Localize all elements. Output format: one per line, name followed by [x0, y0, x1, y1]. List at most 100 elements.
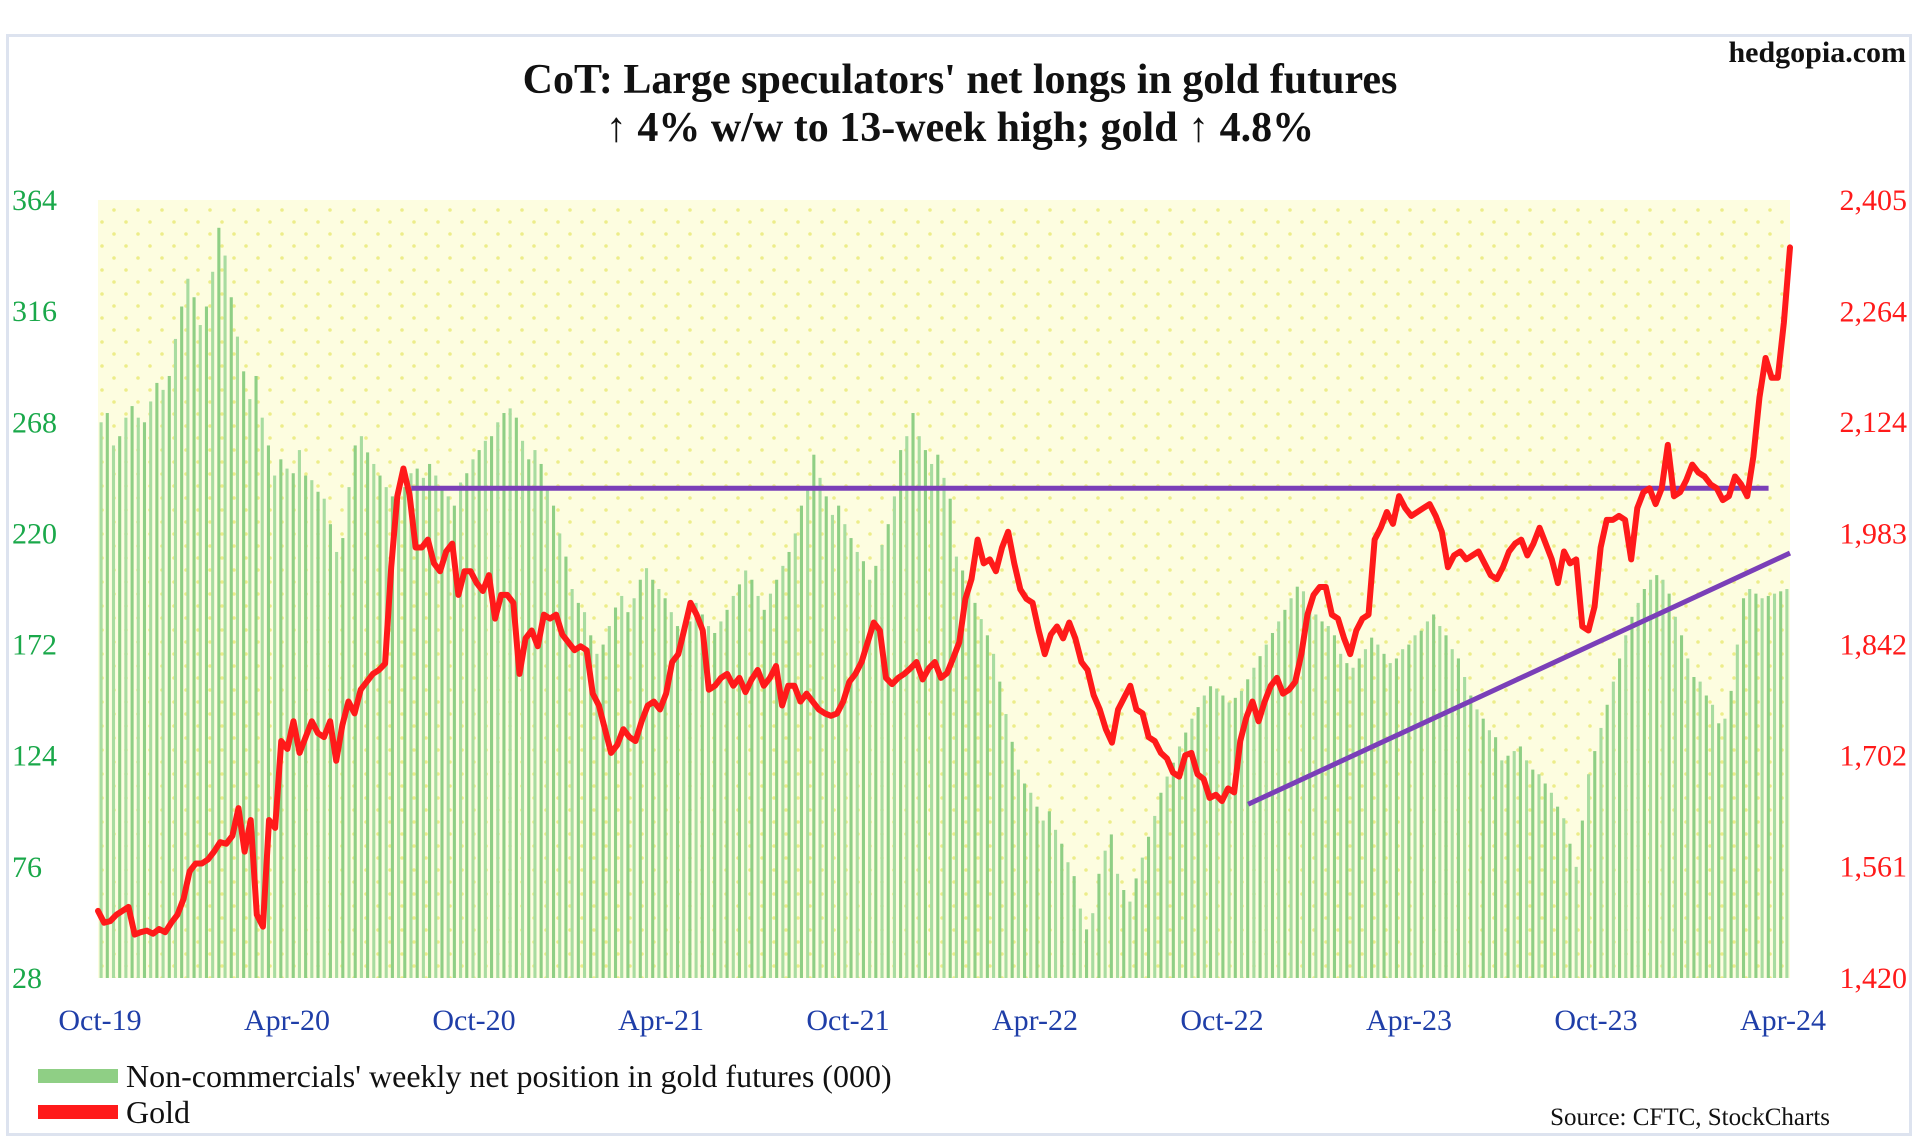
bar-mark [626, 612, 630, 978]
bar-mark [496, 422, 500, 978]
bar-mark [1029, 792, 1033, 978]
bar-mark [1252, 667, 1256, 978]
bar-mark [1593, 751, 1597, 978]
bar-mark [1512, 751, 1516, 978]
bar-mark [1159, 792, 1163, 978]
bar-mark [1190, 718, 1194, 978]
bar-mark [539, 463, 543, 979]
x-axis: Oct-19 Apr-20 Oct-20 Apr-21 Oct-21 Apr-22 Oct-… [58, 1004, 1826, 1037]
bar-mark [1649, 579, 1653, 978]
bar-mark [180, 306, 184, 978]
bar-mark [905, 436, 909, 978]
bar-mark [1667, 593, 1671, 978]
bar-mark [1543, 783, 1547, 978]
bar-mark [861, 561, 865, 978]
bar-mark [248, 399, 252, 978]
bar-mark [1314, 614, 1318, 978]
bar-mark [1661, 579, 1665, 978]
bar-mark [775, 579, 779, 978]
bar-mark [1264, 644, 1268, 978]
right-axis: 1,420 1,561 1,702 1,842 1,983 2,124 2,264 2,405 [1840, 184, 1908, 995]
bar-mark [1184, 732, 1188, 978]
bar-mark [372, 463, 376, 979]
x-tick-label: Oct-23 [1554, 1004, 1637, 1037]
bar-mark [192, 297, 196, 978]
bar-mark [514, 417, 518, 978]
bar-mark [161, 389, 165, 978]
bar-mark [576, 602, 580, 978]
bar-mark [1171, 762, 1175, 978]
bar-mark [1177, 746, 1182, 978]
bar-mark [942, 477, 946, 978]
bar-mark [1605, 704, 1609, 978]
bar-mark [118, 436, 122, 978]
bar-mark [229, 297, 233, 978]
bar-mark [130, 406, 134, 979]
bar-mark [1624, 635, 1628, 978]
bar-mark [1258, 656, 1262, 978]
bar-mark [1357, 658, 1361, 978]
bar-mark [186, 278, 190, 979]
bar-mark [111, 445, 116, 978]
bar-mark [378, 475, 382, 978]
bar-mark [688, 621, 692, 978]
right-tick-label: 1,420 [1840, 962, 1908, 995]
gold-line [95, 244, 1793, 938]
right-tick-label: 2,124 [1840, 406, 1908, 439]
bar-mark [1698, 681, 1702, 978]
bar-mark [1500, 760, 1504, 978]
bar-mark [1165, 776, 1169, 978]
bar-mark [1754, 593, 1758, 978]
bar-mark [459, 482, 463, 978]
bar-mark [1506, 755, 1510, 978]
left-axis: 28 76 124 172 220 268 316 364 [12, 184, 57, 995]
bar-mark [1054, 829, 1058, 978]
bar-mark [824, 496, 828, 978]
bar-mark [768, 593, 773, 978]
bar-mark [973, 602, 977, 978]
bar-mark [1153, 815, 1157, 978]
chart-title: CoT: Large speculators' net longs in gol… [0, 56, 1920, 152]
right-tick-label: 1,702 [1840, 739, 1908, 772]
bar-mark [961, 570, 965, 978]
bar-mark [266, 445, 270, 978]
bar-mark [936, 454, 940, 978]
bar-mark [806, 487, 810, 978]
bar-mark [1023, 783, 1027, 978]
right-tick-label: 1,561 [1840, 851, 1908, 884]
bar-mark [713, 632, 717, 978]
bar-mark [1432, 614, 1436, 978]
bar-mark [855, 551, 859, 978]
bar-mark [341, 538, 345, 978]
bar-mark [1717, 723, 1721, 978]
bar-mark [1723, 718, 1727, 978]
bar-mark [1382, 653, 1386, 978]
bar-mark [570, 589, 574, 978]
right-tick-label: 2,264 [1840, 295, 1908, 328]
bar-mark [843, 524, 847, 978]
bar-mark [366, 452, 370, 978]
bar-mark [1246, 679, 1250, 978]
bar-mark [1010, 741, 1014, 978]
bar-mark [397, 501, 401, 978]
bar-mark [1078, 908, 1082, 978]
bar-mark [954, 556, 958, 978]
left-tick-label: 76 [12, 851, 42, 884]
bar-mark [1438, 626, 1442, 978]
bar-mark [1413, 635, 1417, 978]
bar-mark [582, 612, 587, 978]
left-tick-label: 220 [12, 517, 57, 550]
x-tick-label: Apr-21 [618, 1004, 704, 1037]
bar-mark [384, 487, 388, 978]
bar-mark [1735, 644, 1739, 978]
bar-mark [1704, 695, 1708, 978]
bar-mark [874, 565, 878, 978]
bar-mark [1128, 901, 1132, 978]
bar-mark [911, 413, 915, 978]
bar-mark [837, 505, 841, 978]
bar-mark [105, 413, 109, 978]
bar-mark [1469, 695, 1473, 978]
bar-mark [694, 602, 698, 978]
bar-mark [818, 477, 822, 978]
bar-mark [502, 413, 506, 978]
